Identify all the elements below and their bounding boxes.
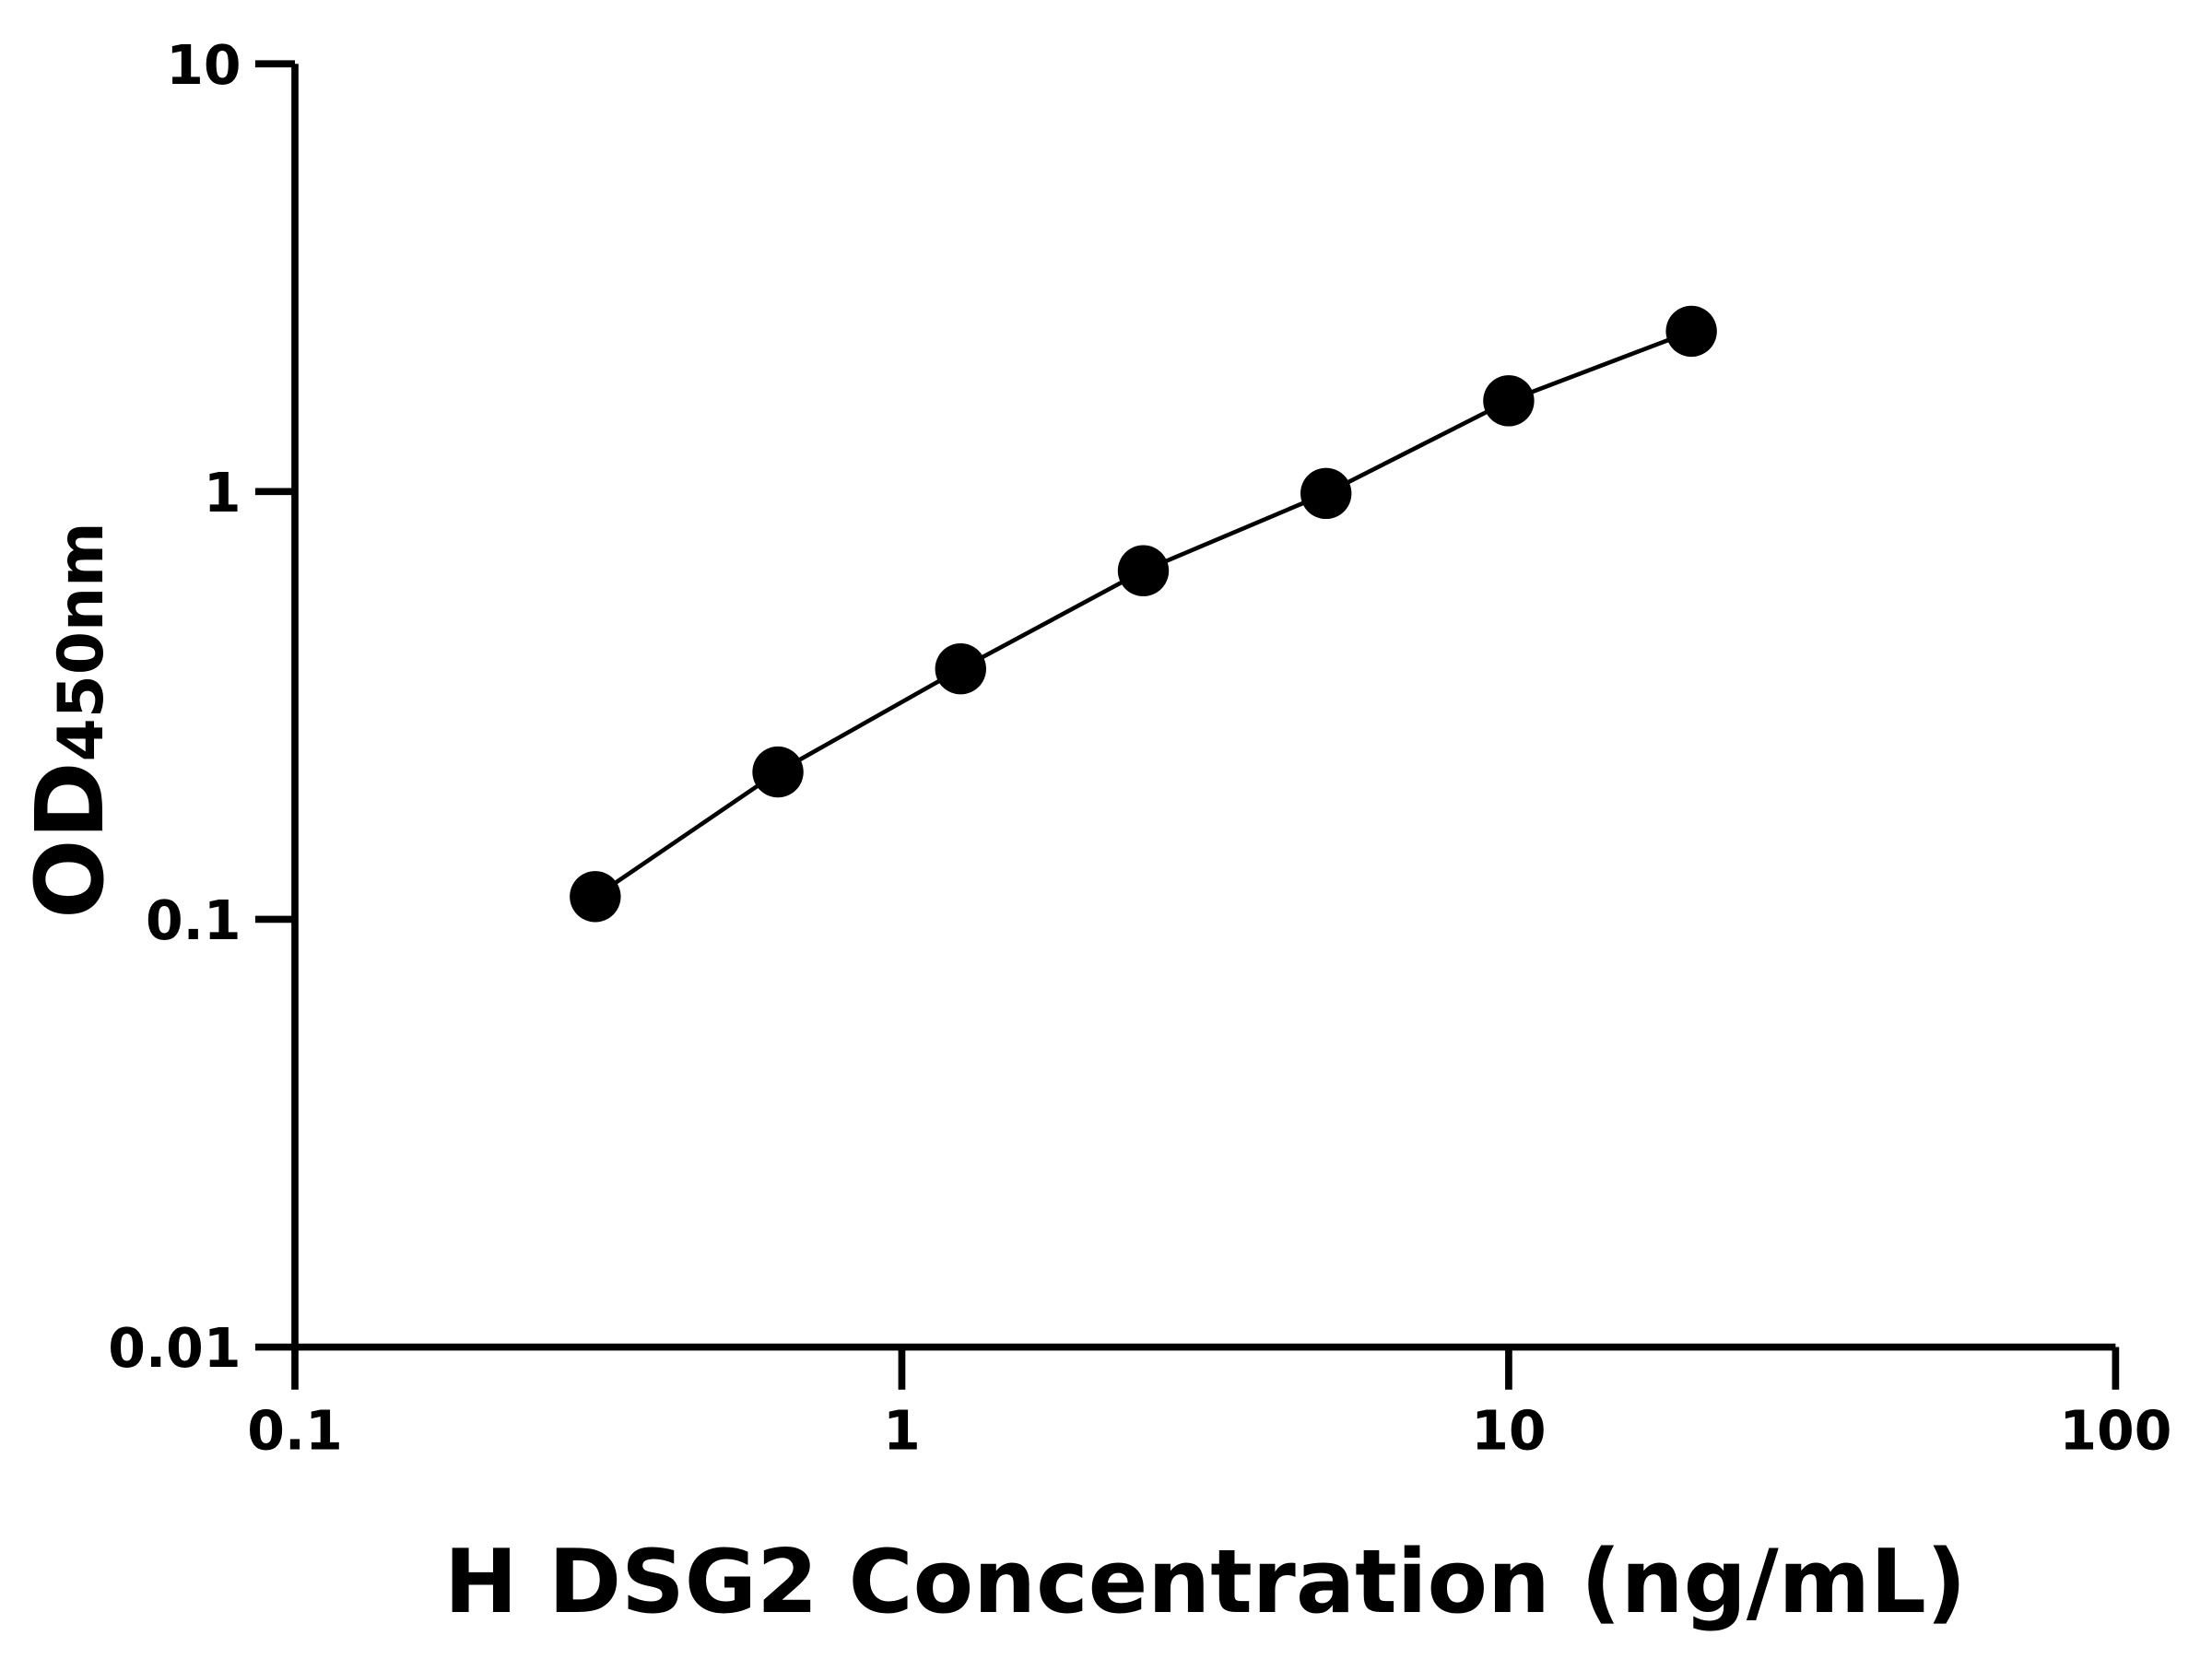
series	[570, 305, 1717, 923]
y-axis-label: OD450nm	[16, 522, 124, 919]
y-ticks: 0.01 0.1 1 10	[108, 34, 295, 1380]
data-point	[752, 746, 804, 798]
data-point	[570, 871, 621, 923]
y-tick-label: 10	[166, 34, 241, 97]
y-tick-label: 0.1	[146, 889, 241, 952]
x-ticks: 0.1 1 10 100	[247, 1347, 2171, 1462]
data-point	[1665, 305, 1717, 358]
x-axis-label: H DSG2 Concentration (ng/mL)	[444, 1531, 1967, 1633]
data-point	[935, 643, 986, 695]
y-tick-label: 1	[204, 462, 241, 524]
data-point	[1300, 467, 1352, 520]
y-axis-label-sub: 450nm	[44, 522, 117, 761]
data-point	[1483, 375, 1535, 427]
x-tick-label: 100	[2059, 1399, 2171, 1462]
x-tick-label: 1	[883, 1399, 921, 1462]
y-tick-label: 0.01	[108, 1317, 241, 1380]
data-point	[1117, 545, 1170, 596]
axes	[291, 64, 2116, 1351]
x-tick-label: 0.1	[247, 1399, 343, 1462]
y-axis-label-main: OD	[16, 761, 124, 919]
x-tick-label: 10	[1471, 1399, 1546, 1462]
